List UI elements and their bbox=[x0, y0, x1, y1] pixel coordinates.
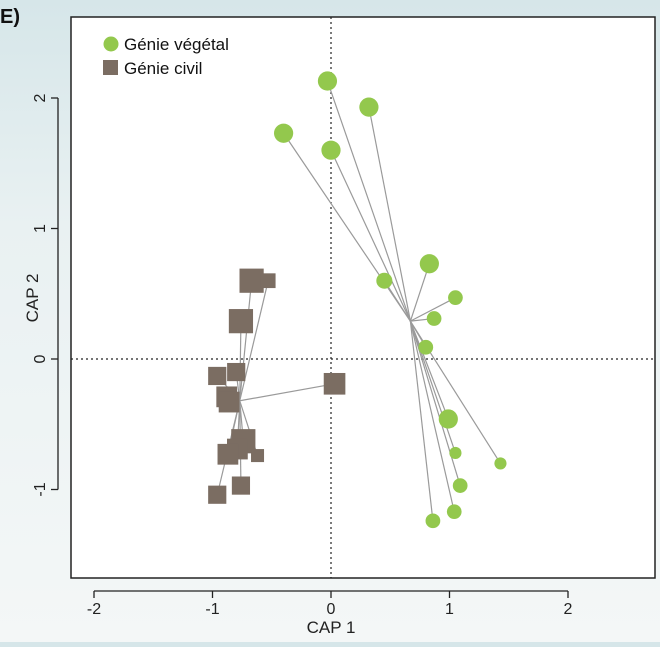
y-tick-label--1: -1 bbox=[32, 482, 49, 496]
point-genie-vegetal-6 bbox=[448, 290, 463, 306]
point-genie-civil-1 bbox=[260, 273, 276, 289]
point-genie-vegetal-11 bbox=[494, 457, 507, 470]
y-axis-label: CAP 2 bbox=[23, 274, 42, 323]
point-genie-civil-7 bbox=[323, 372, 346, 395]
point-genie-vegetal-4 bbox=[376, 272, 393, 289]
point-genie-civil-2 bbox=[228, 309, 254, 334]
spider-line-s0-p14 bbox=[409, 321, 434, 521]
point-genie-vegetal-0 bbox=[274, 123, 294, 143]
data-markers bbox=[208, 71, 507, 529]
x-tick-label--1: -1 bbox=[205, 601, 219, 618]
point-genie-vegetal-14 bbox=[425, 513, 441, 529]
point-genie-civil-3 bbox=[227, 362, 246, 382]
x-axis-label: CAP 1 bbox=[307, 618, 356, 637]
spider-line-s0-p9 bbox=[409, 320, 449, 420]
point-genie-civil-11 bbox=[251, 449, 265, 463]
spider-line-s0-p2 bbox=[368, 107, 411, 322]
point-genie-vegetal-10 bbox=[449, 446, 462, 460]
y-tick-label-1: 1 bbox=[32, 224, 49, 233]
x-axis: -2 -1 0 1 2 bbox=[87, 590, 573, 618]
spider-line-s1-p7 bbox=[239, 383, 335, 402]
point-genie-vegetal-9 bbox=[438, 409, 458, 429]
y-axis: -1 0 1 2 bbox=[32, 93, 59, 497]
spider-line-s1-p2 bbox=[239, 321, 242, 401]
point-genie-vegetal-8 bbox=[418, 339, 434, 355]
point-genie-vegetal-5 bbox=[419, 254, 439, 274]
legend-label-genie-civil: Génie civil bbox=[124, 59, 202, 78]
point-genie-civil-0 bbox=[239, 268, 264, 293]
zero-lines bbox=[71, 17, 655, 578]
legend-marker-genie-civil bbox=[103, 60, 118, 75]
x-tick-label-0: 0 bbox=[327, 601, 336, 618]
spider-line-s0-p10 bbox=[409, 320, 456, 454]
point-genie-civil-12 bbox=[231, 476, 251, 495]
panel-label: E) bbox=[0, 6, 20, 28]
x-tick-label--2: -2 bbox=[87, 601, 101, 618]
point-genie-civil-10 bbox=[217, 443, 239, 465]
point-genie-vegetal-1 bbox=[317, 71, 338, 91]
legend-marker-genie-vegetal bbox=[103, 36, 119, 52]
spider-line-s0-p13 bbox=[409, 321, 455, 512]
x-tick-label-1: 1 bbox=[445, 601, 454, 618]
point-genie-vegetal-7 bbox=[426, 311, 442, 326]
legend: Génie végétal Génie civil bbox=[103, 35, 229, 78]
spider-line-s0-p3 bbox=[330, 149, 411, 322]
y-tick-label-0: 0 bbox=[32, 354, 49, 363]
spider-line-s0-p5 bbox=[409, 263, 430, 322]
point-genie-civil-6 bbox=[218, 391, 240, 413]
y-tick-label-2: 2 bbox=[32, 93, 49, 102]
point-genie-vegetal-12 bbox=[452, 478, 468, 493]
legend-label-genie-vegetal: Génie végétal bbox=[124, 35, 229, 54]
point-genie-civil-4 bbox=[208, 366, 227, 386]
spider-line-s0-p1 bbox=[326, 80, 411, 322]
spider-line-s0-p6 bbox=[410, 297, 456, 322]
point-genie-vegetal-3 bbox=[321, 140, 341, 160]
point-genie-civil-13 bbox=[208, 485, 227, 504]
spider-line-s0-p4 bbox=[383, 280, 411, 322]
x-tick-label-2: 2 bbox=[564, 601, 573, 618]
spider-line-s0-p0 bbox=[283, 132, 411, 322]
point-genie-vegetal-13 bbox=[446, 504, 462, 520]
point-genie-vegetal-2 bbox=[359, 97, 379, 117]
